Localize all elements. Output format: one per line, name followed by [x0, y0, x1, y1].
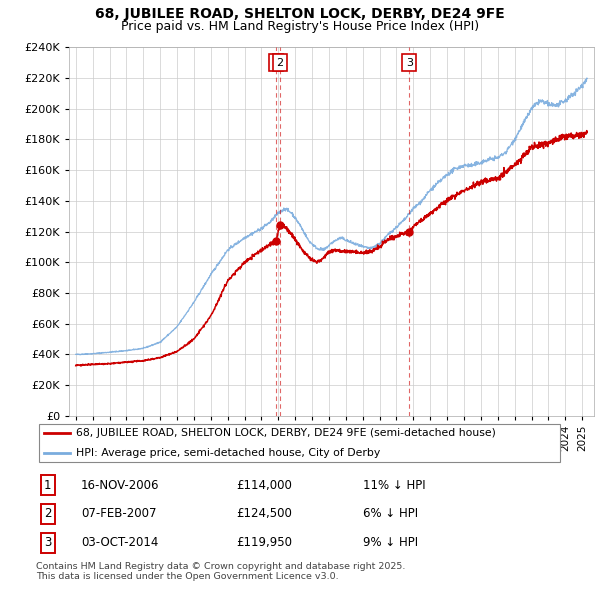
- Text: Price paid vs. HM Land Registry's House Price Index (HPI): Price paid vs. HM Land Registry's House …: [121, 20, 479, 33]
- Text: 3: 3: [406, 58, 413, 68]
- Text: 07-FEB-2007: 07-FEB-2007: [81, 507, 157, 520]
- Text: 11% ↓ HPI: 11% ↓ HPI: [364, 478, 426, 491]
- Text: This data is licensed under the Open Government Licence v3.0.: This data is licensed under the Open Gov…: [36, 572, 338, 581]
- Text: 68, JUBILEE ROAD, SHELTON LOCK, DERBY, DE24 9FE (semi-detached house): 68, JUBILEE ROAD, SHELTON LOCK, DERBY, D…: [76, 428, 496, 438]
- Text: 9% ↓ HPI: 9% ↓ HPI: [364, 536, 418, 549]
- FancyBboxPatch shape: [38, 424, 560, 463]
- Text: 6% ↓ HPI: 6% ↓ HPI: [364, 507, 418, 520]
- Text: 2: 2: [277, 58, 284, 68]
- Text: 3: 3: [44, 536, 52, 549]
- Text: £119,950: £119,950: [236, 536, 293, 549]
- Text: £114,000: £114,000: [236, 478, 293, 491]
- Text: 68, JUBILEE ROAD, SHELTON LOCK, DERBY, DE24 9FE: 68, JUBILEE ROAD, SHELTON LOCK, DERBY, D…: [95, 7, 505, 21]
- Text: 1: 1: [273, 58, 280, 68]
- Text: 1: 1: [44, 478, 52, 491]
- Text: 03-OCT-2014: 03-OCT-2014: [81, 536, 158, 549]
- Text: 16-NOV-2006: 16-NOV-2006: [81, 478, 160, 491]
- Text: Contains HM Land Registry data © Crown copyright and database right 2025.: Contains HM Land Registry data © Crown c…: [36, 562, 406, 571]
- Text: £124,500: £124,500: [236, 507, 293, 520]
- Text: HPI: Average price, semi-detached house, City of Derby: HPI: Average price, semi-detached house,…: [76, 448, 380, 458]
- Text: 2: 2: [44, 507, 52, 520]
